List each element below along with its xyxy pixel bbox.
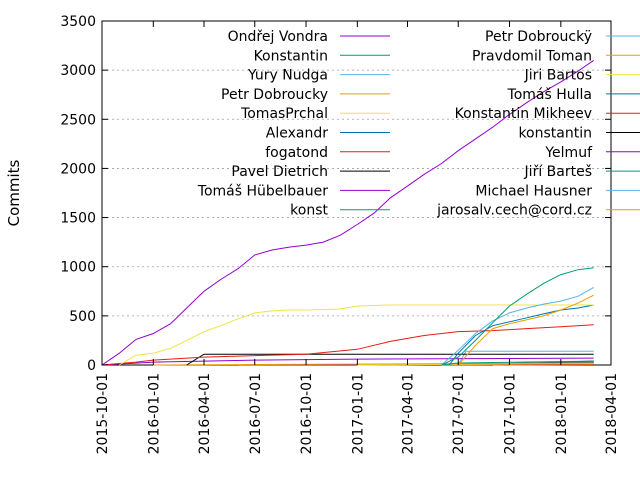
legend: Ondřej Vondra Konstantin Yury Nudga Petr Do… [197,29,640,219]
legend-label: TomasPrchal [240,106,328,122]
x-tick-label: 2015-10-01 [95,373,111,454]
legend-label: Pavel Dietrich [231,164,328,180]
y-tick-label: 0 [87,358,96,374]
y-axis-title: Commits [5,159,23,226]
legend-label: Jiri Bartos [524,68,592,84]
legend-label: jarosalv.cech@cord.cz [436,203,592,219]
series-line-yury-nudga [441,286,594,366]
series-line-ond-ej-vondra [101,59,594,366]
x-tick-label: 2018-04-01 [604,373,620,454]
series-line-petr-dobroucky [457,294,594,366]
y-tick-label: 1000 [60,260,96,276]
series-line-jiri-bartos [357,363,594,366]
legend-label: Pravdomil Toman [472,48,592,64]
legend-label: Ondřej Vondra [228,29,328,45]
legend-label: Tomáš Hübelbauer [197,183,328,199]
x-axis-ticks: 2015-10-01 2016-01-01 2016-04-01 2016-07-01… [95,21,620,454]
x-tick-label: 2016-10-01 [299,373,315,454]
legend-label: Yury Nudga [247,68,328,84]
legend-label: Jiří Barteš [524,164,592,180]
series-line-konstantin [441,267,594,366]
series-line-petr-dobrouck- [457,350,594,366]
legend-label: Yelmuf [544,145,593,161]
legend-label: Michael Hausner [475,183,592,199]
y-tick-label: 2000 [60,161,96,177]
x-tick-label: 2016-04-01 [197,373,213,454]
x-tick-label: 2016-07-01 [248,373,264,454]
y-tick-label: 500 [69,309,96,325]
y-tick-label: 2500 [60,112,96,128]
y-tick-label: 3000 [60,63,96,79]
x-tick-label: 2017-10-01 [503,373,519,454]
y-tick-label: 1500 [60,211,96,227]
legend-label: fogatond [265,145,328,161]
x-tick-label: 2017-04-01 [401,373,417,454]
y-tick-label: 3500 [60,14,96,30]
x-tick-label: 2018-01-01 [554,373,570,454]
series-line-alexandr [448,304,594,366]
x-tick-label: 2017-01-01 [350,373,366,454]
legend-label: Alexandr [266,126,328,142]
legend-label: Konstantin [254,48,328,64]
legend-label: konst [290,203,328,219]
x-tick-label: 2017-07-01 [451,373,467,454]
x-tick-label: 2016-01-01 [146,373,162,454]
legend-label: konstantin [518,126,592,142]
series-line-konstantin-mikheev [441,363,594,366]
legend-label: Tomáš Hulla [507,87,592,103]
legend-label: Petr Dobroucky [221,87,328,103]
series-line-tomasprchal [119,304,594,366]
series-line-pravdomil-toman [153,362,594,366]
legend-label: Petr Dobrouckÿ [485,29,592,45]
legend-label: Konstantin Mikheev [455,106,592,122]
y-axis-ticks: 0 500 1000 1500 2000 2500 3000 3500 [60,14,611,374]
series-line-pavel-dietrich [186,353,594,366]
